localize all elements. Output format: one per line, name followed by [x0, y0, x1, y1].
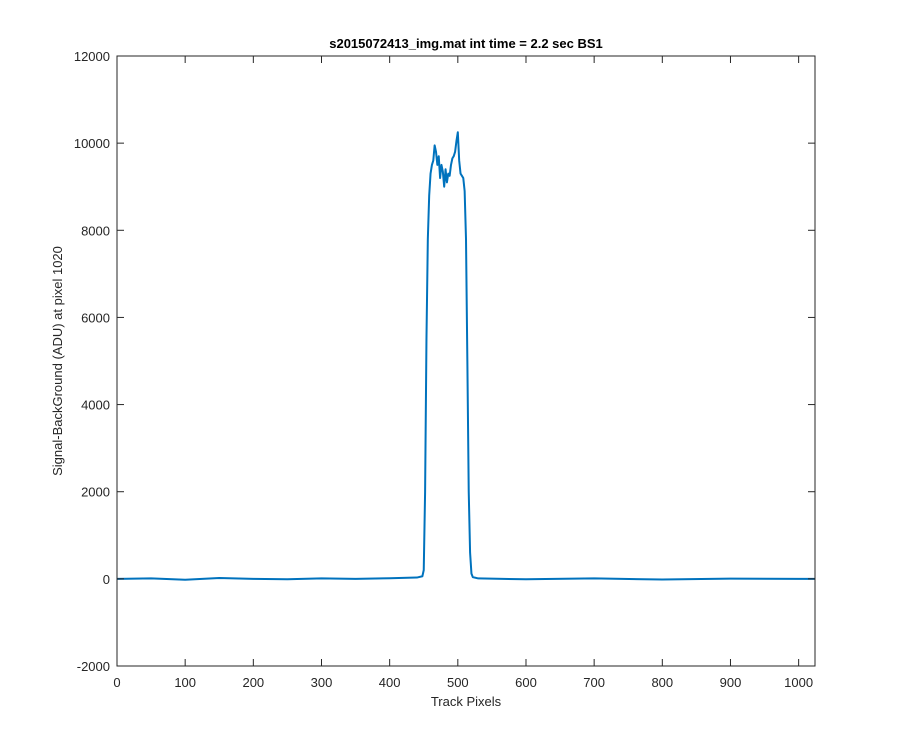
x-tick-label: 200: [242, 675, 264, 690]
axes-box: [116, 55, 816, 667]
axes-layer: 0 100 200 300 400 500 600 700 800 900 1000-2000020…: [74, 49, 816, 690]
x-tick-label: 0: [113, 675, 120, 690]
x-tick-label: 700: [583, 675, 605, 690]
y-tick-label: 10000: [74, 136, 110, 151]
y-tick-label: 0: [103, 572, 110, 587]
y-axis-label: Signal-BackGround (ADU) at pixel 1020: [50, 246, 65, 476]
y-tick-label: -2000: [77, 659, 110, 674]
x-tick-label: 800: [651, 675, 673, 690]
x-tick-label: 900: [720, 675, 742, 690]
x-axis-label: Track Pixels: [431, 694, 502, 709]
y-tick-label: 8000: [81, 223, 110, 238]
x-tick-label: 400: [379, 675, 401, 690]
x-tick-label: 100: [174, 675, 196, 690]
x-tick-label: 300: [311, 675, 333, 690]
plot-area: [117, 56, 815, 666]
x-tick-label: 600: [515, 675, 537, 690]
y-tick-label: 2000: [81, 485, 110, 500]
y-tick-label: 4000: [81, 398, 110, 413]
x-tick-label: 1000: [784, 675, 813, 690]
series-line-1: [116, 131, 815, 581]
y-tick-label: 12000: [74, 49, 110, 64]
x-tick-label: 500: [447, 675, 469, 690]
series-layer: [116, 131, 815, 581]
chart-title: s2015072413_img.mat int time = 2.2 sec B…: [329, 36, 603, 51]
y-tick-label: 6000: [81, 310, 110, 325]
